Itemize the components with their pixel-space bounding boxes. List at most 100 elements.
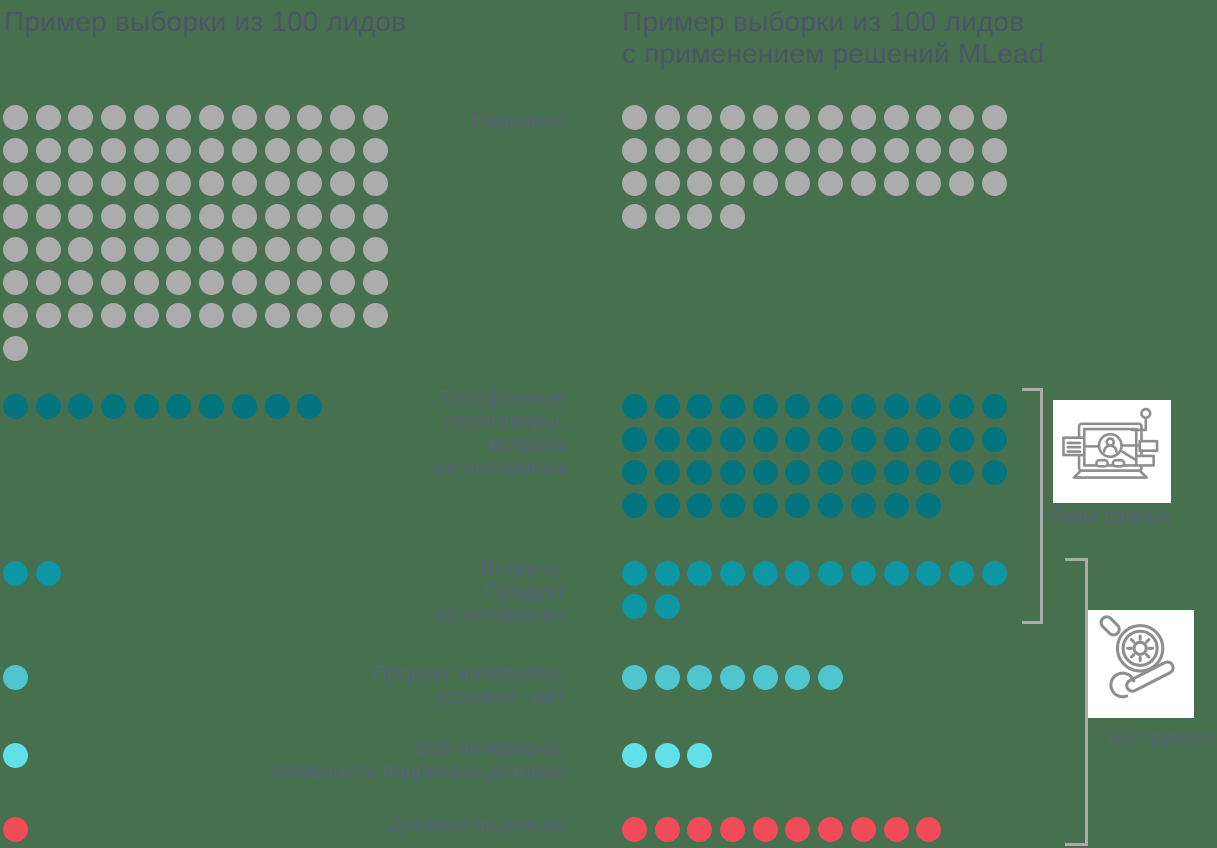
waffle-right-contract-signed — [622, 817, 1008, 842]
category-label-line: не интересна — [434, 456, 565, 479]
lead-dot — [785, 665, 811, 690]
lead-dot — [687, 665, 713, 690]
lead-dot — [297, 171, 323, 196]
lead-dot — [916, 427, 942, 452]
lead-dot — [687, 427, 713, 452]
lead-dot — [752, 817, 778, 842]
lead-dot — [818, 561, 844, 586]
lead-dot — [362, 171, 388, 196]
lead-dot — [329, 138, 355, 163]
lead-dot — [687, 561, 713, 586]
lead-dot — [883, 138, 909, 163]
lead-dot — [101, 171, 127, 196]
lead-dot — [818, 665, 844, 690]
tools-icon — [1099, 615, 1175, 699]
lead-dot — [35, 171, 61, 196]
lead-dot — [35, 105, 61, 130]
category-label-line: встреча — [488, 433, 565, 456]
lead-dot — [720, 204, 746, 229]
lead-dot — [3, 138, 28, 163]
lead-dot — [687, 394, 713, 419]
database-group-bracket — [1022, 388, 1043, 624]
tools-icon-caption-text: инструменты — [1109, 727, 1217, 749]
category-label-nedozvon: Недозвон — [245, 109, 565, 132]
lead-dot — [720, 138, 746, 163]
lead-dot — [654, 204, 680, 229]
lead-dot — [297, 105, 323, 130]
lead-dot — [654, 817, 680, 842]
lead-dot — [264, 270, 290, 295]
tools-group-bracket — [1065, 558, 1088, 846]
lead-dot — [231, 270, 257, 295]
category-label-meeting-no: Встреча. Продукт не интересен — [245, 557, 565, 626]
lead-dot — [785, 427, 811, 452]
category-label-ready-to-sign: Всё интересно, готовность подписать догов… — [245, 737, 565, 783]
lead-dot — [850, 817, 876, 842]
lead-dot — [948, 138, 974, 163]
category-label-line: Встреча. — [479, 557, 565, 580]
lead-dot — [362, 105, 388, 130]
lead-dot — [68, 237, 94, 262]
lead-dot — [199, 237, 225, 262]
lead-dot — [3, 817, 28, 842]
lead-dot — [199, 394, 225, 419]
lead-dot — [166, 237, 192, 262]
lead-dot — [68, 270, 94, 295]
lead-dot — [654, 460, 680, 485]
lead-dot — [850, 460, 876, 485]
waffle-left-phone-talks — [3, 394, 389, 419]
lead-dot — [231, 394, 257, 419]
lead-dot — [3, 665, 28, 690]
lead-dot — [622, 665, 647, 690]
lead-dot — [362, 204, 388, 229]
lead-dot — [785, 493, 811, 518]
lead-dot — [133, 171, 159, 196]
lead-dot — [622, 105, 647, 130]
lead-dot — [687, 460, 713, 485]
lead-dot — [752, 427, 778, 452]
lead-dot — [329, 171, 355, 196]
lead-dot — [948, 460, 974, 485]
lead-dot — [166, 105, 192, 130]
lead-dot — [752, 138, 778, 163]
lead-dot — [981, 394, 1007, 419]
lead-dot — [3, 394, 28, 419]
lead-dot — [752, 171, 778, 196]
lead-dot — [35, 561, 61, 586]
lead-dot — [916, 460, 942, 485]
lead-dot — [35, 237, 61, 262]
lead-dot — [752, 105, 778, 130]
lead-dot — [916, 105, 942, 130]
category-label-line: Договор подписан — [388, 813, 565, 836]
lead-dot — [622, 394, 647, 419]
lead-dot — [264, 138, 290, 163]
lead-dot — [785, 171, 811, 196]
lead-dot — [68, 204, 94, 229]
lead-dot — [948, 394, 974, 419]
lead-dot — [785, 561, 811, 586]
waffle-right-phone-talks — [622, 394, 1008, 518]
lead-dot — [720, 817, 746, 842]
lead-dot — [35, 270, 61, 295]
lead-dot — [818, 394, 844, 419]
lead-dot — [231, 138, 257, 163]
waffle-left-ready-to-sign — [3, 743, 389, 768]
lead-dot — [231, 171, 257, 196]
lead-dot — [199, 270, 225, 295]
lead-dot — [654, 493, 680, 518]
lead-dot — [362, 303, 388, 328]
lead-dot — [329, 270, 355, 295]
lead-dot — [3, 270, 28, 295]
lead-dot — [883, 817, 909, 842]
category-label-line: переговоры, — [444, 410, 566, 433]
category-label-line: не интересен — [434, 603, 565, 626]
lead-dot — [654, 665, 680, 690]
lead-dot — [654, 743, 680, 768]
lead-dot — [3, 743, 28, 768]
lead-dot — [231, 204, 257, 229]
lead-dot — [329, 237, 355, 262]
lead-dot — [231, 303, 257, 328]
lead-dot — [850, 493, 876, 518]
waffle-right-ready-to-sign — [622, 743, 1008, 768]
lead-dot — [752, 460, 778, 485]
